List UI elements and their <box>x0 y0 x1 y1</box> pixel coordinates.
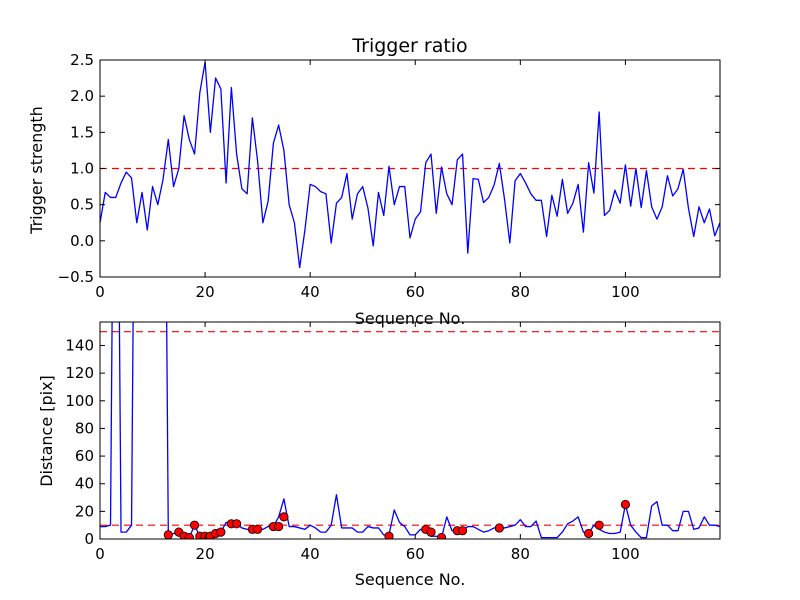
trigger-ratio-panel: Trigger ratio Trigger strength Sequence … <box>27 35 721 328</box>
y-tick-label: 2.5 <box>70 51 94 69</box>
x-tick-label: 80 <box>511 545 530 563</box>
data-point-marker <box>584 528 594 539</box>
x-tick-label: 100 <box>611 545 640 563</box>
data-point-marker <box>163 530 173 539</box>
x-tick-label: 20 <box>196 545 215 563</box>
y-tick-label: 80 <box>75 419 94 437</box>
y-tick-label: 140 <box>65 336 94 354</box>
data-point-marker <box>436 533 447 539</box>
x-tick-label: 0 <box>95 545 105 563</box>
data-point-marker <box>253 524 263 534</box>
y-axis-label: Distance [pix] <box>37 375 56 487</box>
x-tick-label: 40 <box>301 283 320 301</box>
y-tick-label: 2.0 <box>70 87 94 105</box>
y-tick-label: 0.0 <box>70 232 94 250</box>
y-tick-label: −0.5 <box>58 268 94 286</box>
x-tick-label: 0 <box>95 283 105 301</box>
data-point-marker <box>184 533 194 539</box>
y-tick-label: 1.5 <box>70 123 94 141</box>
data-point-marker <box>494 523 504 533</box>
trigger-ratio-plot-area: 0 20 40 60 80 100 −0.5 0.0 0.5 1.0 1.5 2.0 2.5 <box>58 51 721 301</box>
data-point-marker <box>426 527 436 537</box>
data-point-marker <box>274 521 284 532</box>
data-point-marker <box>189 520 200 530</box>
x-axis-label: Sequence No. <box>355 309 466 328</box>
distance-plot-area: 0 20 40 60 80 100 0 20 40 60 80 100 120 140 <box>65 321 721 563</box>
x-tick-label: 60 <box>406 283 425 301</box>
data-point-marker <box>594 520 604 530</box>
data-point-marker <box>384 531 394 539</box>
y-tick-label: 20 <box>75 502 94 520</box>
y-tick-label: 1.0 <box>70 160 94 178</box>
axes-frame <box>99 321 721 540</box>
series-line <box>100 61 720 269</box>
data-point-marker <box>279 512 289 522</box>
y-tick-label: 120 <box>65 364 94 382</box>
data-point-marker <box>620 499 631 510</box>
plot-content <box>100 322 720 539</box>
x-tick-label: 80 <box>511 283 530 301</box>
x-tick-label: 20 <box>196 283 215 301</box>
y-tick-label: 40 <box>75 475 94 493</box>
x-tick-label: 100 <box>611 283 640 301</box>
plot-content <box>100 61 720 269</box>
y-tick-label: 0.5 <box>70 196 94 214</box>
y-tick-label: 100 <box>65 392 94 410</box>
x-tick-label: 60 <box>406 545 425 563</box>
distance-panel: Distance [pix] Sequence No. 0 20 40 60 80 100… <box>37 321 721 589</box>
x-axis-label: Sequence No. <box>355 570 466 589</box>
x-tick-label: 40 <box>301 545 320 563</box>
chart-title: Trigger ratio <box>351 35 467 57</box>
data-point-marker <box>457 526 468 536</box>
data-point-marker <box>216 527 226 537</box>
y-tick-label: 60 <box>75 447 94 465</box>
data-point-marker <box>232 519 242 529</box>
y-axis-label: Trigger strength <box>27 106 46 235</box>
y-tick-label: 0 <box>84 530 94 548</box>
